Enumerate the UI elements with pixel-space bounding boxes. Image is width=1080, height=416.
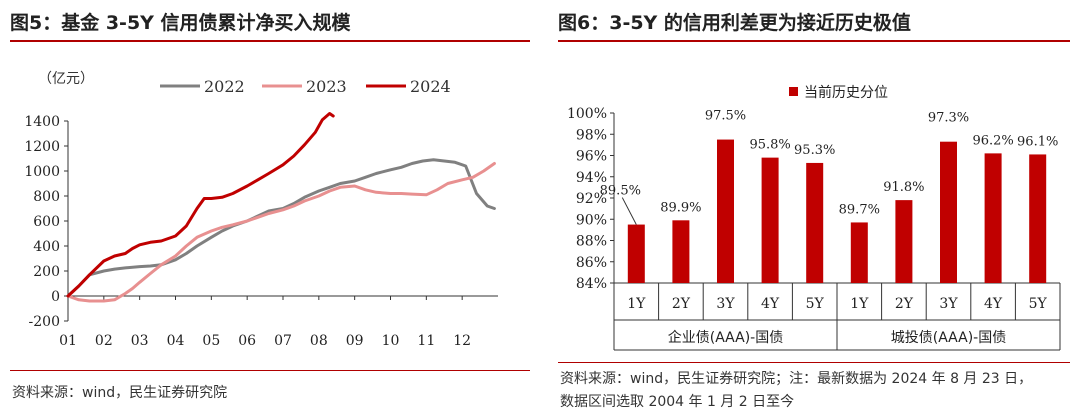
right-source-line-2: 数据区间选取 2004 年 1 月 2 日至今: [560, 394, 795, 410]
category-label: 4Y: [761, 296, 780, 312]
x-tick-label: 09: [346, 333, 364, 349]
x-tick-label: 03: [131, 333, 149, 349]
y-tick-label: 100%: [567, 106, 607, 122]
y-tick-label: -200: [29, 314, 60, 330]
legend-label-2024: 2024: [410, 77, 451, 96]
legend-label-2023: 2023: [306, 77, 347, 96]
y-tick-label: 96%: [576, 149, 607, 165]
x-tick-label: 08: [310, 333, 328, 349]
category-label: 5Y: [806, 296, 825, 312]
category-label: 3Y: [716, 296, 735, 312]
legend-label-2022: 2022: [204, 77, 245, 96]
x-tick-label: 01: [59, 333, 77, 349]
credit-spread-percentile-bar-chart: 84% 86% 88% 90% 92% 94% 96% 98% 100% 1Y 2Y 3Y 4Y 5Y 1Y…: [567, 84, 1061, 351]
left-source: 资料来源：wind，民生证券研究院: [12, 385, 228, 401]
right-title-rule: [558, 40, 1070, 42]
category-label: 5Y: [1029, 296, 1048, 312]
bar-4: [806, 162, 824, 283]
series-line-2023: [66, 162, 496, 303]
bar-data-label: 96.1%: [1017, 134, 1058, 149]
category-label: 1Y: [850, 296, 869, 312]
category-label: 2Y: [672, 296, 691, 312]
x-tick-label: 07: [274, 333, 292, 349]
bar-data-label: 97.5%: [705, 109, 746, 124]
bar-data-label: 89.7%: [839, 202, 880, 217]
group-label: 企业债(AAA)-国债: [668, 329, 784, 346]
right-source-line-1: 资料来源：wind，民生证券研究院；注：最新数据为 2024 年 8 月 23 …: [560, 371, 1033, 387]
bar-data-label: 96.2%: [972, 133, 1013, 148]
y-tick-label: 400: [33, 239, 60, 255]
bar-5: [850, 222, 868, 283]
bar-6: [895, 200, 913, 283]
category-label: 2Y: [895, 296, 914, 312]
series-line-2022: [66, 158, 496, 298]
x-tick-label: 12: [453, 333, 471, 349]
left-figure-title: 图5：基金 3-5Y 信用债累计净买入规模: [10, 12, 351, 34]
y-tick-label: 84%: [576, 276, 607, 292]
series-line-2024: [66, 112, 335, 298]
bar-7: [940, 141, 957, 283]
x-tick-label: 04: [167, 333, 185, 349]
x-tick-label: 06: [238, 333, 256, 349]
bar-0: [627, 224, 645, 283]
bar-9: [1029, 154, 1047, 283]
category-label: 1Y: [627, 296, 646, 312]
y-tick-label: 92%: [576, 191, 607, 207]
legend-label: 当前历史分位: [804, 84, 888, 101]
bar-data-label: 91.8%: [883, 180, 924, 195]
bar-data-label: 89.9%: [660, 200, 701, 215]
data-label-leader: [621, 197, 637, 225]
legend-swatch: [789, 87, 798, 96]
category-label: 3Y: [939, 296, 958, 312]
bar-data-label: 97.3%: [928, 111, 969, 126]
y-tick-label: 88%: [576, 234, 607, 250]
bar-1: [672, 220, 690, 283]
left-source-rule: [10, 370, 530, 371]
x-tick-label: 02: [95, 333, 113, 349]
y-tick-label: 1400: [24, 114, 60, 130]
bar-data-label: 95.8%: [749, 138, 790, 153]
left-title-rule: [10, 40, 530, 42]
bar-data-label: 95.3%: [794, 143, 835, 158]
y-tick-label: 800: [33, 189, 60, 205]
bar-2: [717, 139, 734, 283]
y-tick-label: 1000: [24, 164, 60, 180]
right-figure-title: 图6：3-5Y 的信用利差更为接近历史极值: [558, 12, 911, 34]
bar-data-label: 89.5%: [600, 184, 641, 199]
y-tick-label: 200: [33, 264, 60, 280]
left-figure-panel: 图5：基金 3-5Y 信用债累计净买入规模 （亿元） -200 0 200 400 60…: [10, 12, 530, 401]
y-tick-label: 98%: [576, 127, 607, 143]
y-unit-label: （亿元）: [38, 71, 94, 87]
y-tick-label: 94%: [576, 170, 607, 186]
cumulative-net-buy-line-chart: （亿元） -200 0 200 400 600 800 1000 1200 1400 01 02 03…: [24, 71, 498, 349]
y-tick-label: 86%: [576, 255, 607, 271]
right-source-rule: [558, 362, 1070, 363]
category-label: 4Y: [984, 296, 1003, 312]
x-tick-label: 05: [202, 333, 220, 349]
group-label: 城投债(AAA)-国债: [891, 330, 1007, 346]
y-tick-label: 0: [51, 289, 60, 305]
y-tick-label: 1200: [24, 139, 60, 155]
bar-3: [761, 157, 779, 283]
bar-8: [984, 153, 1002, 283]
y-tick-label: 90%: [576, 212, 607, 228]
x-tick-label: 10: [382, 333, 400, 349]
right-figure-panel: 图6：3-5Y 的信用利差更为接近历史极值 84% 86% 88% 90% 92% 94%…: [548, 0, 1080, 416]
x-tick-label: 11: [417, 333, 435, 349]
y-tick-label: 600: [33, 214, 60, 230]
